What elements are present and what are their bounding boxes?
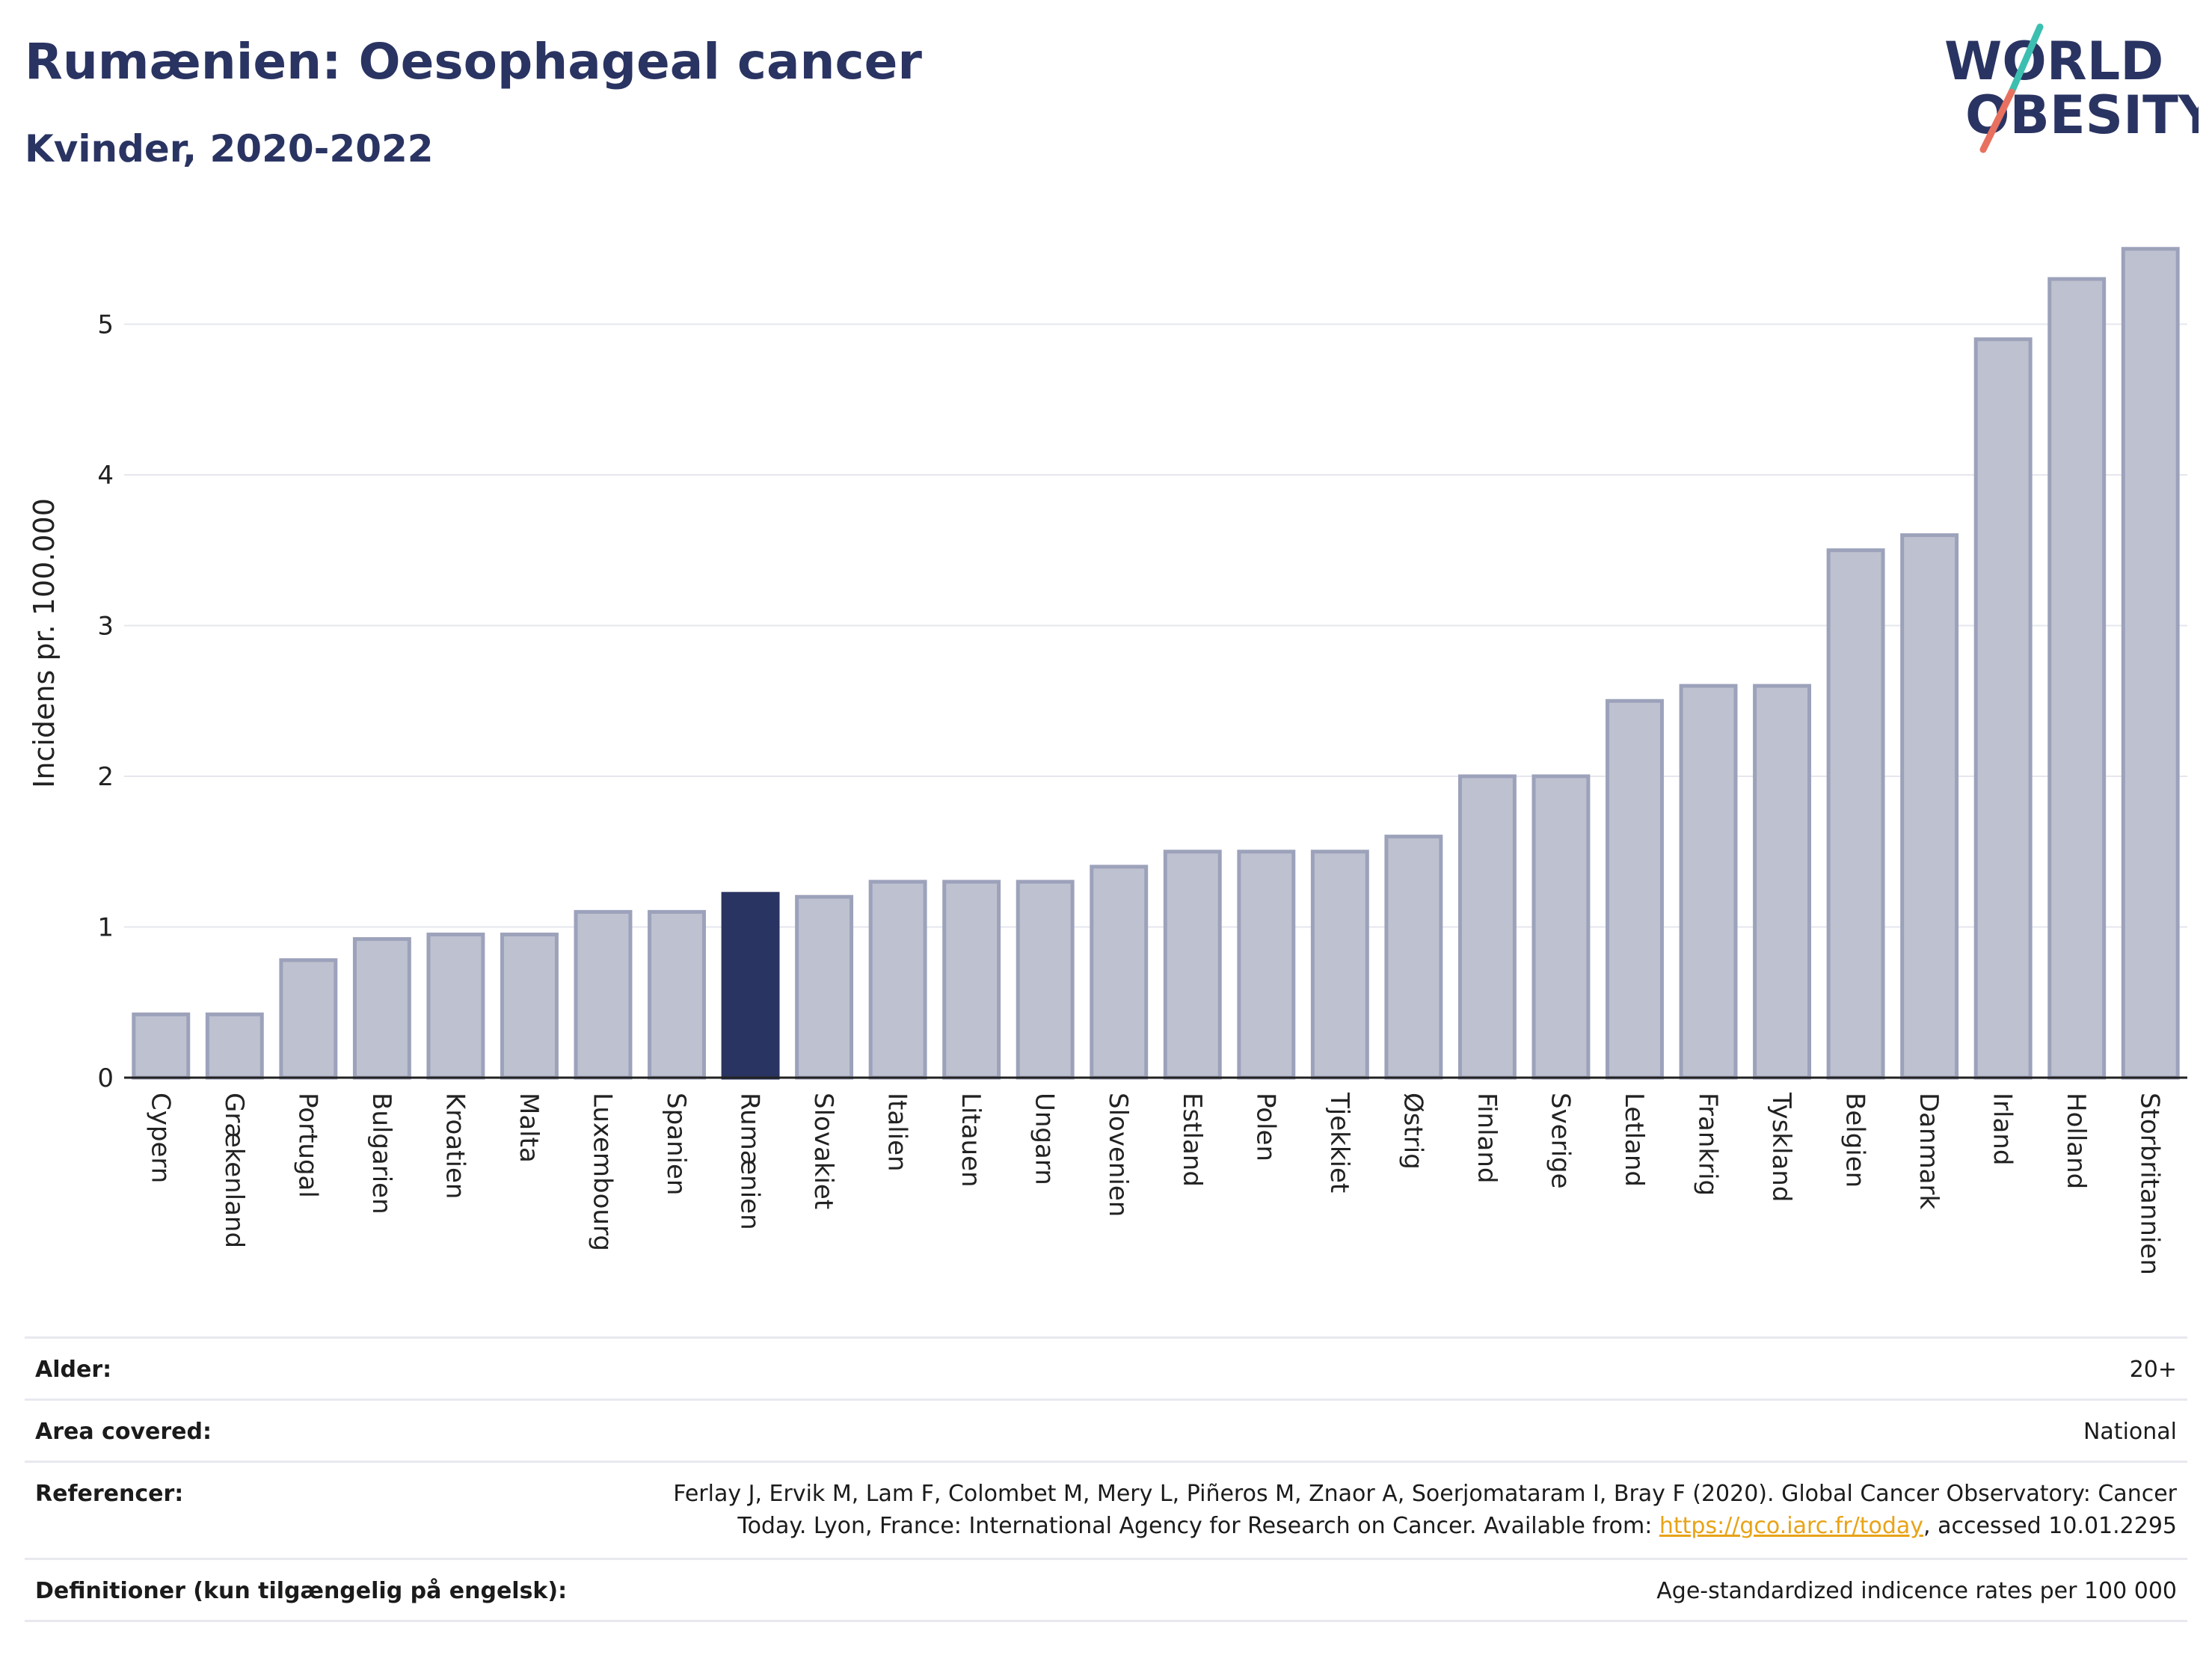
bar	[868, 879, 927, 1080]
bars	[132, 247, 2180, 1080]
bar	[132, 1012, 191, 1080]
x-category-label: Kroatien	[440, 1093, 470, 1199]
bar	[1531, 774, 1591, 1080]
meta-row-references: Referencer: Ferlay J, Ervik M, Lam F, Co…	[25, 1461, 2187, 1558]
x-category-label: Storbritannien	[2135, 1093, 2165, 1275]
y-tick-label: 2	[97, 762, 114, 792]
x-category-label: Luxembourg	[587, 1093, 617, 1251]
x-category-label: Letland	[1619, 1093, 1649, 1187]
y-tick-label: 0	[97, 1063, 114, 1093]
meta-key-references: Referencer:	[35, 1481, 184, 1507]
bar-chart: 0 1 2 3 4 5 Cypern Grækenland Portugal Bulgarien…	[28, 247, 2187, 1275]
meta-value-definitions: Age-standardized indicence rates per 100…	[1656, 1578, 2177, 1604]
logo-slash-coral	[1979, 88, 2015, 153]
x-axis-labels: Cypern Grækenland Portugal Bulgarien Kroatie…	[145, 1092, 2164, 1275]
x-category-label: Slovenien	[1103, 1093, 1133, 1217]
meta-key-area: Area covered:	[35, 1419, 212, 1445]
logo-word-world: WORLD	[1944, 31, 2163, 92]
x-category-label: Tjekkiet	[1324, 1092, 1354, 1193]
bar	[1606, 698, 1664, 1080]
bar	[1163, 850, 1222, 1080]
x-category-label: Rumænien	[735, 1093, 765, 1230]
meta-value-age: 20+	[2129, 1357, 2177, 1383]
x-category-label: Finland	[1472, 1093, 1502, 1184]
bar	[795, 894, 854, 1080]
reference-line-1: Ferlay J, Ervik M, Lam F, Colombet M, Me…	[673, 1481, 2177, 1507]
x-category-label: Bulgarien	[366, 1093, 396, 1215]
x-category-label: Belgien	[1840, 1093, 1870, 1188]
bar	[1900, 533, 1959, 1080]
chart-subtitle: Kvinder, 2020-2022	[25, 127, 434, 171]
chart-title: Rumænien: Oesophageal cancer	[25, 33, 922, 90]
bar	[648, 909, 706, 1080]
x-category-label: Holland	[2061, 1093, 2091, 1189]
meta-row-area: Area covered: National	[25, 1398, 2187, 1461]
bar	[574, 909, 633, 1080]
meta-value-area: National	[2083, 1419, 2177, 1445]
y-tick-label: 3	[97, 612, 114, 642]
x-category-label: Ungarn	[1030, 1093, 1060, 1185]
meta-row-age: Alder: 20+	[25, 1336, 2187, 1398]
x-category-label: Grækenland	[219, 1093, 249, 1248]
bar-highlighted	[721, 891, 780, 1080]
x-category-label: Cypern	[145, 1093, 175, 1183]
reference-link[interactable]: https://gco.iarc.fr/today	[1659, 1513, 1924, 1539]
logo-word-obesity: OBESITY	[1965, 85, 2199, 146]
bar	[1237, 850, 1296, 1080]
bar	[1090, 865, 1149, 1080]
bar	[2121, 247, 2180, 1080]
world-obesity-logo: WORLD OBESITY	[1944, 23, 2199, 153]
x-category-label: Portugal	[292, 1093, 322, 1198]
x-category-label: Polen	[1250, 1093, 1280, 1161]
y-tick-label: 4	[97, 461, 114, 491]
meta-value-references: Ferlay J, Ervik M, Lam F, Colombet M, Me…	[673, 1478, 2177, 1542]
x-category-label: Italien	[882, 1093, 912, 1172]
x-category-label: Østrig	[1398, 1093, 1428, 1170]
meta-row-definitions: Definitioner (kun tilgængelig på engelsk…	[25, 1558, 2187, 1620]
x-category-label: Spanien	[661, 1093, 691, 1195]
bar	[1753, 684, 1812, 1080]
reference-line-2-pre: Today. Lyon, France: International Agenc…	[737, 1513, 1659, 1539]
x-category-label: Irland	[1988, 1093, 2018, 1165]
bar	[1384, 835, 1443, 1080]
x-category-label: Tyskland	[1766, 1092, 1796, 1202]
bar	[279, 958, 338, 1080]
bar	[1826, 548, 1885, 1080]
y-tick-label: 5	[97, 310, 114, 340]
bar	[205, 1012, 264, 1080]
x-category-label: Malta	[514, 1093, 544, 1163]
x-category-label: Estland	[1177, 1093, 1207, 1187]
bar	[2047, 277, 2107, 1080]
meta-key-age: Alder:	[35, 1357, 112, 1383]
bar	[1310, 850, 1369, 1080]
x-category-label: Slovakiet	[808, 1093, 838, 1209]
bar	[1016, 879, 1075, 1080]
metadata-table: Alder: 20+ Area covered: National Refere…	[25, 1336, 2187, 1622]
bar	[500, 933, 559, 1080]
bar	[1457, 774, 1517, 1080]
bar	[352, 937, 411, 1080]
bar	[942, 879, 1001, 1080]
meta-table-bottom-border	[25, 1620, 2187, 1622]
bar	[1973, 337, 2033, 1080]
x-category-label: Frankrig	[1693, 1093, 1723, 1196]
x-category-label: Litauen	[956, 1093, 986, 1188]
y-tick-label: 1	[97, 913, 114, 943]
x-category-label: Sverige	[1545, 1093, 1575, 1189]
x-category-label: Danmark	[1914, 1093, 1944, 1209]
bar	[426, 933, 485, 1080]
y-axis-label: Incidens pr. 100.000	[28, 498, 61, 788]
reference-line-2-post: , accessed 10.01.2295	[1923, 1513, 2177, 1539]
meta-key-definitions: Definitioner (kun tilgængelig på engelsk…	[35, 1578, 568, 1604]
bar	[1679, 684, 1738, 1080]
logo-slash-teal	[2008, 23, 2044, 96]
y-axis-ticks: 0 1 2 3 4 5	[97, 310, 114, 1094]
